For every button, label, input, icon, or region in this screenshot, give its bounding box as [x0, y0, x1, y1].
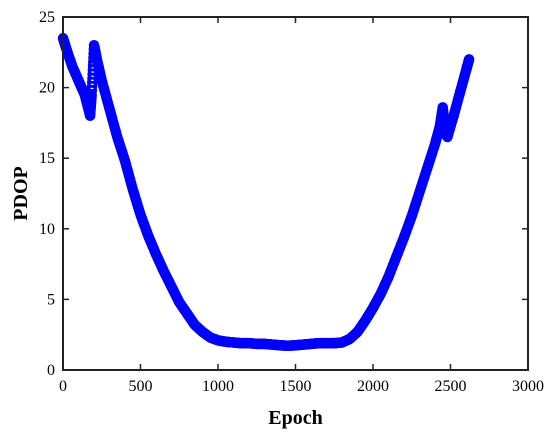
y-tick-label: 25: [39, 9, 55, 26]
x-tick-label: 1000: [202, 378, 234, 395]
y-tick-label: 15: [39, 150, 55, 167]
x-tick-label: 2500: [435, 378, 467, 395]
x-axis-label: Epoch: [268, 407, 322, 429]
x-tick-label: 2000: [357, 378, 389, 395]
data-point: [463, 54, 475, 65]
y-tick-label: 5: [47, 291, 55, 308]
x-tick-label: 1500: [280, 378, 312, 395]
y-axis: 0 5 10 15 20 25: [39, 9, 528, 379]
y-tick-label: 10: [39, 221, 55, 238]
y-tick-label: 0: [47, 362, 55, 379]
x-tick-label: 3000: [512, 378, 544, 395]
data-points: [57, 32, 475, 351]
x-tick-label: 0: [59, 378, 67, 395]
x-axis: 0 500 1000 1500 2000 2500 3000: [59, 17, 544, 395]
x-tick-label: 500: [129, 378, 153, 395]
y-axis-label: PDOP: [10, 166, 32, 220]
y-tick-label: 20: [39, 80, 55, 97]
